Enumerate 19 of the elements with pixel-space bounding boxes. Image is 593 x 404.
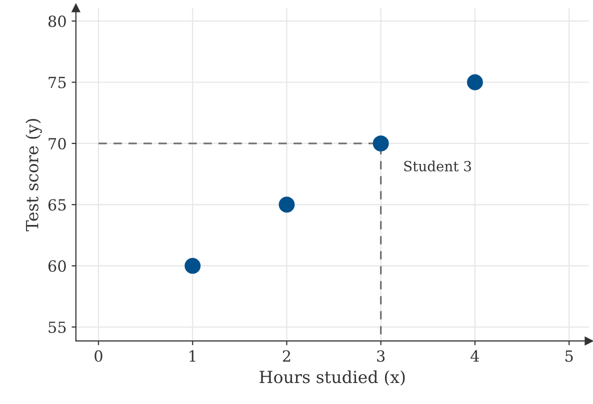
y-axis-title: Test score (y) [26, 118, 42, 232]
x-axis-title: Hours studied (x) [260, 370, 405, 386]
y-tick-label: 65 [48, 199, 66, 211]
point [184, 258, 201, 274]
y-tick-label: 60 [48, 260, 66, 272]
y-tick-label: 70 [48, 138, 66, 150]
y-tick-label: 55 [48, 322, 66, 334]
annotation: Student 3 [404, 160, 471, 172]
x-tick-label: 4 [470, 350, 480, 362]
x-tick-label: 0 [94, 350, 102, 362]
x-tick-label: 2 [282, 350, 290, 362]
x-tick-label: 1 [190, 350, 196, 362]
y-tick-label: 80 [48, 16, 66, 28]
x-tick-label: 5 [566, 350, 573, 362]
x-tick-label: 3 [377, 350, 385, 362]
y-tick-label: 75 [48, 76, 66, 88]
point [278, 196, 295, 213]
point [466, 74, 483, 90]
point [372, 135, 389, 152]
